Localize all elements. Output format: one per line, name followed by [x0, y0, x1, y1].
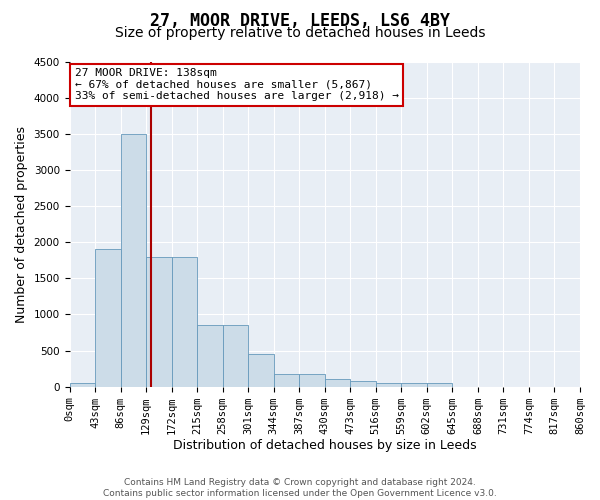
Bar	[401, 383, 427, 386]
Bar	[197, 326, 223, 386]
Bar	[427, 383, 452, 386]
Text: Size of property relative to detached houses in Leeds: Size of property relative to detached ho…	[115, 26, 485, 40]
Bar	[299, 374, 325, 386]
Bar	[248, 354, 274, 386]
Text: 27 MOOR DRIVE: 138sqm
← 67% of detached houses are smaller (5,867)
33% of semi-d: 27 MOOR DRIVE: 138sqm ← 67% of detached …	[74, 68, 398, 101]
Bar	[95, 250, 121, 386]
Y-axis label: Number of detached properties: Number of detached properties	[15, 126, 28, 322]
Bar	[121, 134, 146, 386]
Bar	[70, 383, 95, 386]
Bar	[325, 380, 350, 386]
Bar	[146, 256, 172, 386]
Bar	[350, 382, 376, 386]
X-axis label: Distribution of detached houses by size in Leeds: Distribution of detached houses by size …	[173, 440, 476, 452]
Bar	[376, 383, 401, 386]
Text: Contains HM Land Registry data © Crown copyright and database right 2024.
Contai: Contains HM Land Registry data © Crown c…	[103, 478, 497, 498]
Bar	[274, 374, 299, 386]
Bar	[223, 326, 248, 386]
Bar	[172, 256, 197, 386]
Text: 27, MOOR DRIVE, LEEDS, LS6 4BY: 27, MOOR DRIVE, LEEDS, LS6 4BY	[150, 12, 450, 30]
